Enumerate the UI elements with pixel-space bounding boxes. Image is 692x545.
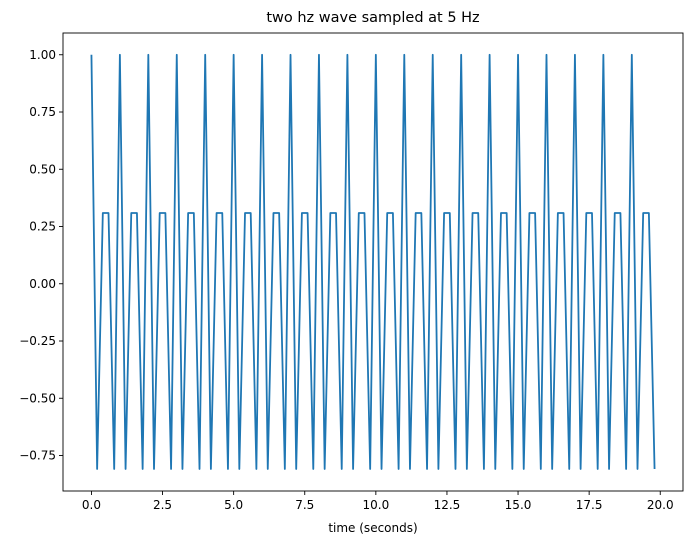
x-tick-label: 17.5 [576,498,603,512]
x-tick-label: 15.0 [505,498,532,512]
axes-frame [62,32,684,492]
y-tick-label: −0.25 [19,334,56,348]
x-tick-label: 10.0 [362,498,389,512]
x-tick-label: 7.5 [295,498,314,512]
y-tick-label: 0.75 [29,105,56,119]
y-tick-label: −0.50 [19,391,56,405]
y-tick-label: 1.00 [29,48,56,62]
y-axis: −0.75 −0.50 −0.25 0.00 0.25 0.50 0.75 1.00 [19,48,63,463]
plot-area [90,53,656,470]
y-tick-label: 0.50 [29,162,56,176]
series-line-0 [90,53,656,470]
x-tick-label: 20.0 [647,498,674,512]
chart-title: two hz wave sampled at 5 Hz [266,10,479,26]
x-tick-label: 0.0 [82,498,101,512]
x-tick-label: 2.5 [153,498,172,512]
y-tick-label: 0.00 [29,277,56,291]
x-tick-label: 12.5 [434,498,461,512]
y-tick-label: 0.25 [29,220,56,234]
x-axis-label: time (seconds) [328,521,417,535]
y-tick-label: −0.75 [19,449,56,463]
x-tick-label: 5.0 [224,498,243,512]
x-axis: 0.0 2.5 5.0 7.5 10.0 12.5 15.0 17.5 20.0 [82,491,674,512]
